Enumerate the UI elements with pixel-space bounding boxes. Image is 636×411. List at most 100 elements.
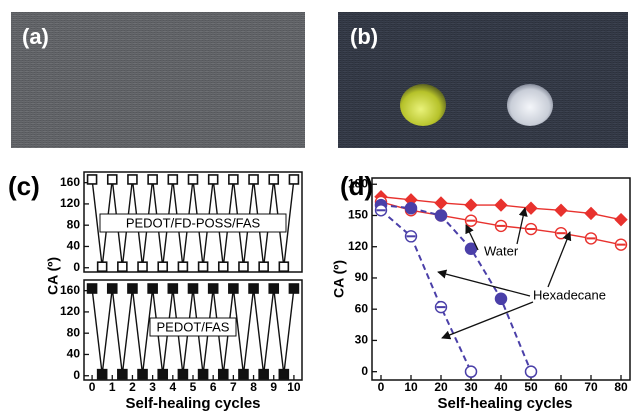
x-tick-label: 7: [230, 380, 237, 394]
figure: (a) (b) (c) (d) CA (º) Self-healing cycl…: [0, 0, 636, 411]
marker: [526, 366, 537, 377]
y-tick-label: 150: [348, 208, 368, 222]
marker: [118, 262, 127, 271]
x-tick-label: 3: [149, 380, 156, 394]
y-tick-label: 90: [355, 270, 369, 284]
marker: [148, 175, 157, 184]
marker: [525, 202, 537, 214]
annotation: PEDOT/FAS: [157, 319, 230, 334]
marker: [376, 205, 387, 216]
marker: [496, 293, 507, 304]
y-tick-label: 160: [60, 283, 80, 297]
marker-part: [557, 232, 566, 234]
y-axis-label: CA (º): [331, 260, 347, 298]
x-axis-label: Self-healing cycles: [125, 395, 260, 411]
marker: [436, 210, 447, 221]
y-tick-label: 120: [60, 196, 80, 210]
marker: [249, 284, 258, 293]
y-axis-label: CA (º): [45, 257, 61, 295]
arrow: [517, 208, 525, 244]
marker-part: [467, 220, 476, 222]
marker: [189, 175, 198, 184]
marker: [88, 175, 97, 184]
marker: [98, 370, 107, 379]
marker: [229, 284, 238, 293]
marker: [108, 175, 117, 184]
marker: [466, 366, 477, 377]
x-tick-label: 2: [129, 380, 136, 394]
marker: [406, 203, 417, 214]
marker: [466, 243, 477, 254]
x-tick-label: 70: [584, 380, 598, 394]
marker: [148, 284, 157, 293]
marker: [88, 284, 97, 293]
y-tick-label: 160: [60, 175, 80, 189]
marker: [279, 262, 288, 271]
photo-a: [11, 12, 305, 148]
y-tick-label: 30: [355, 333, 369, 347]
y-tick-label: 120: [348, 239, 368, 253]
panel-label: (a): [22, 24, 49, 49]
y-tick-label: 60: [355, 301, 369, 315]
droplet: [507, 84, 553, 126]
marker: [466, 215, 477, 226]
marker: [128, 175, 137, 184]
x-tick-label: 60: [554, 380, 568, 394]
x-tick-label: 9: [270, 380, 277, 394]
marker: [138, 262, 147, 271]
x-tick-label: 40: [494, 380, 508, 394]
marker: [239, 262, 248, 271]
y-tick-label: 0: [73, 368, 80, 382]
marker: [465, 199, 477, 211]
x-tick-label: 10: [287, 380, 301, 394]
marker: [496, 220, 507, 231]
series-line: [381, 205, 531, 372]
marker: [259, 262, 268, 271]
x-tick-label: 10: [404, 380, 418, 394]
marker: [199, 370, 208, 379]
marker: [495, 199, 507, 211]
marker: [98, 262, 107, 271]
marker-part: [437, 306, 446, 308]
marker: [269, 284, 278, 293]
marker: [168, 175, 177, 184]
panel-label: (b): [350, 24, 378, 49]
marker: [158, 262, 167, 271]
x-tick-label: 0: [89, 380, 96, 394]
series-line: [381, 210, 471, 371]
marker: [435, 197, 447, 209]
marker: [436, 302, 447, 313]
marker: [209, 284, 218, 293]
marker: [189, 284, 198, 293]
y-tick-label: 0: [73, 260, 80, 274]
marker: [178, 370, 187, 379]
x-tick-label: 20: [434, 380, 448, 394]
marker: [586, 233, 597, 244]
x-tick-label: 5: [190, 380, 197, 394]
marker: [128, 284, 137, 293]
x-tick-label: 0: [378, 380, 385, 394]
y-tick-label: 40: [67, 347, 81, 361]
x-tick-label: 6: [210, 380, 217, 394]
marker: [118, 370, 127, 379]
marker: [108, 284, 117, 293]
marker: [219, 370, 228, 379]
y-tick-label: 0: [361, 364, 368, 378]
y-tick-label: 80: [67, 217, 81, 231]
annotation: Water: [484, 243, 519, 258]
arrow: [442, 302, 533, 338]
marker: [209, 175, 218, 184]
marker: [259, 370, 268, 379]
photo-b: [338, 12, 628, 148]
y-tick-label: 120: [60, 304, 80, 318]
marker: [269, 175, 278, 184]
marker: [615, 214, 627, 226]
marker: [168, 284, 177, 293]
marker: [199, 262, 208, 271]
marker: [219, 262, 228, 271]
marker-part: [497, 225, 506, 227]
marker: [556, 228, 567, 239]
y-tick-label: 180: [348, 176, 368, 190]
marker: [138, 370, 147, 379]
arrow: [438, 272, 530, 296]
